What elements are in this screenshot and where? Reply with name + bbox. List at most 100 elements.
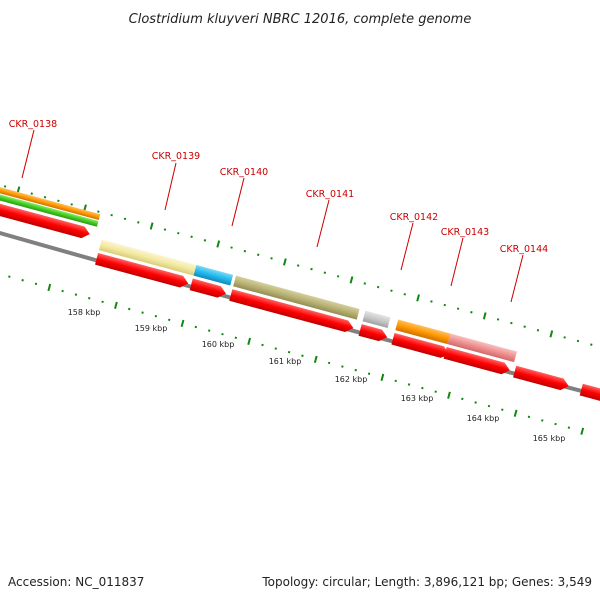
minor-tick bbox=[327, 361, 331, 365]
minor-tick bbox=[523, 325, 526, 328]
minor-tick bbox=[141, 311, 144, 314]
leader-line bbox=[316, 199, 330, 248]
gene-label-ckr-0142: CKR_0142 bbox=[390, 212, 438, 223]
gene-label-ckr-0139: CKR_0139 bbox=[152, 151, 200, 162]
minor-tick bbox=[407, 383, 411, 386]
minor-tick bbox=[203, 239, 207, 242]
feature-green-left bbox=[0, 191, 99, 227]
minor-tick bbox=[61, 289, 64, 293]
major-tick bbox=[149, 222, 154, 230]
minor-tick bbox=[97, 210, 100, 213]
minor-tick bbox=[367, 372, 371, 375]
minor-tick bbox=[336, 275, 340, 278]
minor-tick bbox=[301, 354, 304, 357]
minor-tick bbox=[167, 318, 171, 322]
scale-tick-row bbox=[8, 275, 585, 435]
minor-tick bbox=[536, 329, 540, 332]
cds-arrow bbox=[443, 347, 510, 375]
cds-arrow bbox=[95, 252, 189, 288]
scale-label-165: 165 kbp bbox=[533, 434, 566, 443]
minor-tick bbox=[137, 221, 140, 224]
minor-tick bbox=[270, 257, 273, 260]
scale-label-161: 161 kbp bbox=[269, 357, 302, 366]
outer-tick-row bbox=[3, 185, 593, 346]
scale-label-158: 158 kbp bbox=[68, 308, 101, 317]
minor-tick bbox=[194, 325, 198, 329]
minor-tick bbox=[590, 343, 593, 346]
minor-tick bbox=[177, 231, 180, 235]
feature-pink bbox=[447, 333, 517, 363]
minor-tick bbox=[563, 336, 566, 339]
gene-label-ckr-0144: CKR_0144 bbox=[500, 244, 548, 255]
cds-arrow bbox=[513, 365, 569, 391]
minor-tick bbox=[487, 404, 491, 408]
major-tick bbox=[416, 294, 420, 302]
major-tick bbox=[482, 312, 487, 320]
minor-tick bbox=[21, 279, 24, 282]
minor-tick bbox=[261, 343, 264, 347]
minor-tick bbox=[34, 282, 38, 286]
minor-tick bbox=[567, 426, 571, 429]
minor-tick bbox=[3, 185, 7, 188]
minor-tick bbox=[88, 297, 91, 300]
leader-line bbox=[21, 129, 35, 179]
minor-tick bbox=[390, 289, 393, 292]
minor-tick bbox=[474, 401, 477, 404]
minor-tick bbox=[363, 282, 367, 285]
scale-label-164: 164 kbp bbox=[467, 414, 500, 423]
major-tick bbox=[549, 330, 554, 338]
minor-tick bbox=[274, 347, 278, 350]
minor-tick bbox=[461, 397, 464, 401]
minor-tick bbox=[296, 264, 300, 267]
minor-tick bbox=[43, 196, 47, 199]
minor-tick bbox=[376, 285, 380, 289]
minor-tick bbox=[554, 422, 557, 426]
minor-tick bbox=[8, 275, 11, 278]
minor-tick bbox=[576, 339, 580, 343]
minor-tick bbox=[123, 217, 127, 221]
accession-text: Accession: NC_011837 bbox=[8, 575, 144, 589]
scale-label-163: 163 kbp bbox=[401, 394, 434, 403]
minor-tick bbox=[434, 390, 437, 393]
leader-line bbox=[231, 177, 245, 227]
minor-tick bbox=[207, 329, 211, 332]
minor-tick bbox=[57, 199, 60, 203]
major-tick bbox=[447, 391, 451, 399]
minor-tick bbox=[310, 267, 313, 271]
minor-tick bbox=[70, 203, 73, 206]
minor-tick bbox=[128, 307, 131, 311]
minor-tick bbox=[527, 415, 531, 419]
leader-line bbox=[164, 162, 177, 211]
leader-line bbox=[510, 254, 524, 303]
major-tick bbox=[580, 427, 585, 435]
minor-tick bbox=[154, 314, 158, 318]
cds-arrow bbox=[229, 289, 354, 333]
minor-tick bbox=[30, 192, 33, 195]
major-tick bbox=[282, 258, 287, 266]
minor-tick bbox=[510, 321, 513, 325]
gene-label-ckr-0140: CKR_0140 bbox=[220, 167, 268, 178]
gene-label-ckr-0138: CKR_0138 bbox=[9, 119, 57, 130]
leader-line bbox=[400, 222, 414, 271]
cds-arrow bbox=[0, 199, 90, 239]
cds-arrow bbox=[189, 278, 226, 298]
minor-tick bbox=[256, 253, 260, 256]
major-tick bbox=[313, 355, 318, 363]
minor-tick bbox=[221, 332, 224, 336]
feature-orange-left bbox=[0, 184, 101, 221]
minor-tick bbox=[110, 213, 113, 217]
feature-olive bbox=[233, 275, 360, 320]
minor-tick bbox=[470, 311, 473, 314]
major-tick bbox=[47, 283, 52, 292]
minor-tick bbox=[354, 368, 357, 372]
map-title: Clostridium kluyveri NBRC 12016, complet… bbox=[129, 12, 472, 27]
scale-label-162: 162 kbp bbox=[335, 375, 368, 384]
minor-tick bbox=[101, 300, 104, 304]
feature-orange bbox=[395, 319, 451, 345]
scale-label-160: 160 kbp bbox=[202, 340, 235, 349]
cds-arrow bbox=[579, 383, 600, 402]
major-tick bbox=[349, 276, 354, 284]
feature-grey bbox=[362, 310, 391, 328]
minor-tick bbox=[501, 408, 504, 411]
